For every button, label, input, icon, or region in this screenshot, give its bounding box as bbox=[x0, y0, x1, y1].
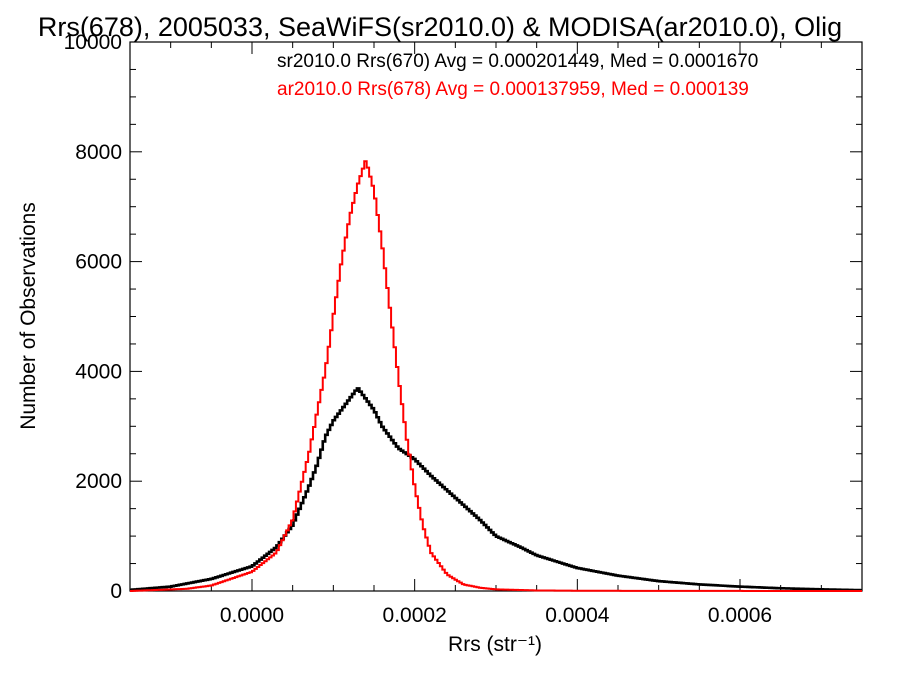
chart-title: Rrs(678), 2005033, SeaWiFS(sr2010.0) & M… bbox=[38, 12, 842, 42]
y-tick-label: 2000 bbox=[75, 470, 122, 493]
legend-entry-0: sr2010.0 Rrs(670) Avg = 0.000201449, Med… bbox=[277, 51, 758, 72]
y-tick-label: 4000 bbox=[75, 360, 122, 383]
series-layer bbox=[130, 160, 862, 592]
x-tick-label: 0.0004 bbox=[545, 604, 610, 627]
y-tick-label: 8000 bbox=[75, 141, 122, 164]
y-axis-label: Number of Observations bbox=[17, 202, 40, 430]
legend-entry-1: ar2010.0 Rrs(678) Avg = 0.000137959, Med… bbox=[277, 79, 749, 100]
series-line-0 bbox=[130, 387, 862, 592]
x-axis-label: Rrs (str⁻¹) bbox=[448, 633, 542, 656]
plot-frame bbox=[129, 41, 863, 592]
y-tick-label: 0 bbox=[110, 580, 122, 603]
y-tick-label: 6000 bbox=[75, 251, 122, 274]
series-line-1 bbox=[130, 160, 862, 592]
x-tick-label: 0.0006 bbox=[708, 604, 772, 627]
axis-ticks: 0 2000 4000 6000 8000 10000 0.0000 0.0002 0.0004… bbox=[64, 31, 863, 627]
y-tick-label: 10000 bbox=[64, 31, 122, 54]
x-tick-label: 0.0000 bbox=[220, 604, 284, 627]
x-tick-label: 0.0002 bbox=[383, 604, 447, 627]
